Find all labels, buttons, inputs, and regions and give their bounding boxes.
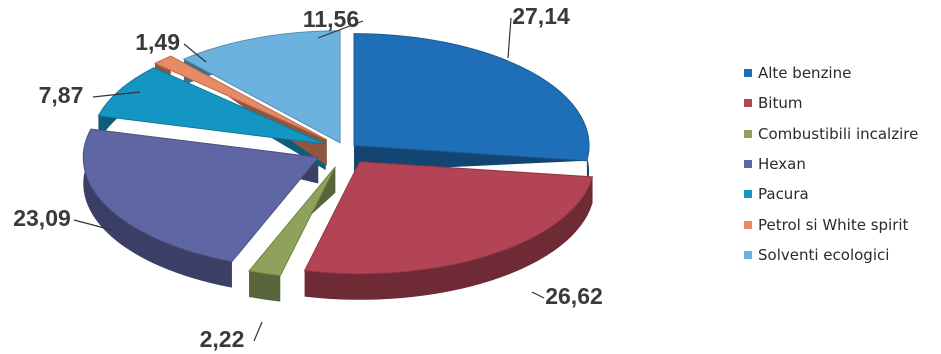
legend-swatch bbox=[744, 250, 752, 259]
legend-item: Solventi ecologici bbox=[744, 240, 918, 270]
legend-label: Combustibili incalzire bbox=[758, 124, 919, 143]
leader-lines bbox=[73, 17, 545, 342]
legend-label: Hexan bbox=[758, 155, 806, 174]
pie-slice bbox=[97, 67, 326, 145]
data-labels: 27,14 26,62 2,22 23,09 7,87 1,49 11,56 bbox=[13, 3, 603, 352]
data-label: 27,14 bbox=[512, 3, 570, 29]
legend-item: Alte benzine bbox=[744, 58, 918, 88]
chart-legend: Alte benzine Bitum Combustibili incalzir… bbox=[744, 58, 918, 270]
leader-line bbox=[92, 91, 141, 98]
legend-swatch bbox=[744, 160, 752, 169]
legend-swatch bbox=[744, 220, 752, 229]
pie-slice bbox=[153, 55, 328, 141]
pie-slice-tops bbox=[82, 30, 594, 277]
legend-label: Alte benzine bbox=[758, 64, 852, 83]
pie-slice bbox=[303, 161, 594, 275]
leader-line bbox=[531, 291, 545, 299]
data-label: 11,56 bbox=[303, 6, 359, 32]
pie-slice bbox=[248, 166, 336, 277]
legend-item: Bitum bbox=[744, 88, 918, 118]
legend-item: Combustibili incalzire bbox=[744, 119, 918, 149]
pie-slice bbox=[182, 30, 341, 144]
leader-line bbox=[317, 20, 364, 39]
data-label: 7,87 bbox=[39, 82, 84, 108]
pie-slice bbox=[82, 128, 320, 263]
leader-line bbox=[73, 219, 113, 231]
legend-item: Hexan bbox=[744, 149, 918, 179]
legend-item: Pacura bbox=[744, 179, 918, 209]
data-label: 2,22 bbox=[200, 326, 245, 352]
legend-label: Petrol si White spirit bbox=[758, 215, 909, 234]
legend-swatch bbox=[744, 129, 752, 138]
leader-line bbox=[183, 43, 207, 63]
legend-label: Pacura bbox=[758, 185, 809, 204]
leader-line bbox=[253, 321, 263, 342]
legend-item: Petrol si White spirit bbox=[744, 209, 918, 239]
pie-slice bbox=[353, 33, 590, 162]
legend-swatch bbox=[744, 190, 752, 199]
legend-label: Bitum bbox=[758, 94, 803, 113]
legend-swatch bbox=[744, 99, 752, 108]
legend-swatch bbox=[744, 69, 752, 78]
leader-line bbox=[507, 17, 512, 59]
legend-label: Solventi ecologici bbox=[758, 245, 890, 264]
data-label: 1,49 bbox=[135, 29, 180, 55]
data-label: 23,09 bbox=[13, 205, 71, 231]
data-label: 26,62 bbox=[545, 283, 603, 309]
